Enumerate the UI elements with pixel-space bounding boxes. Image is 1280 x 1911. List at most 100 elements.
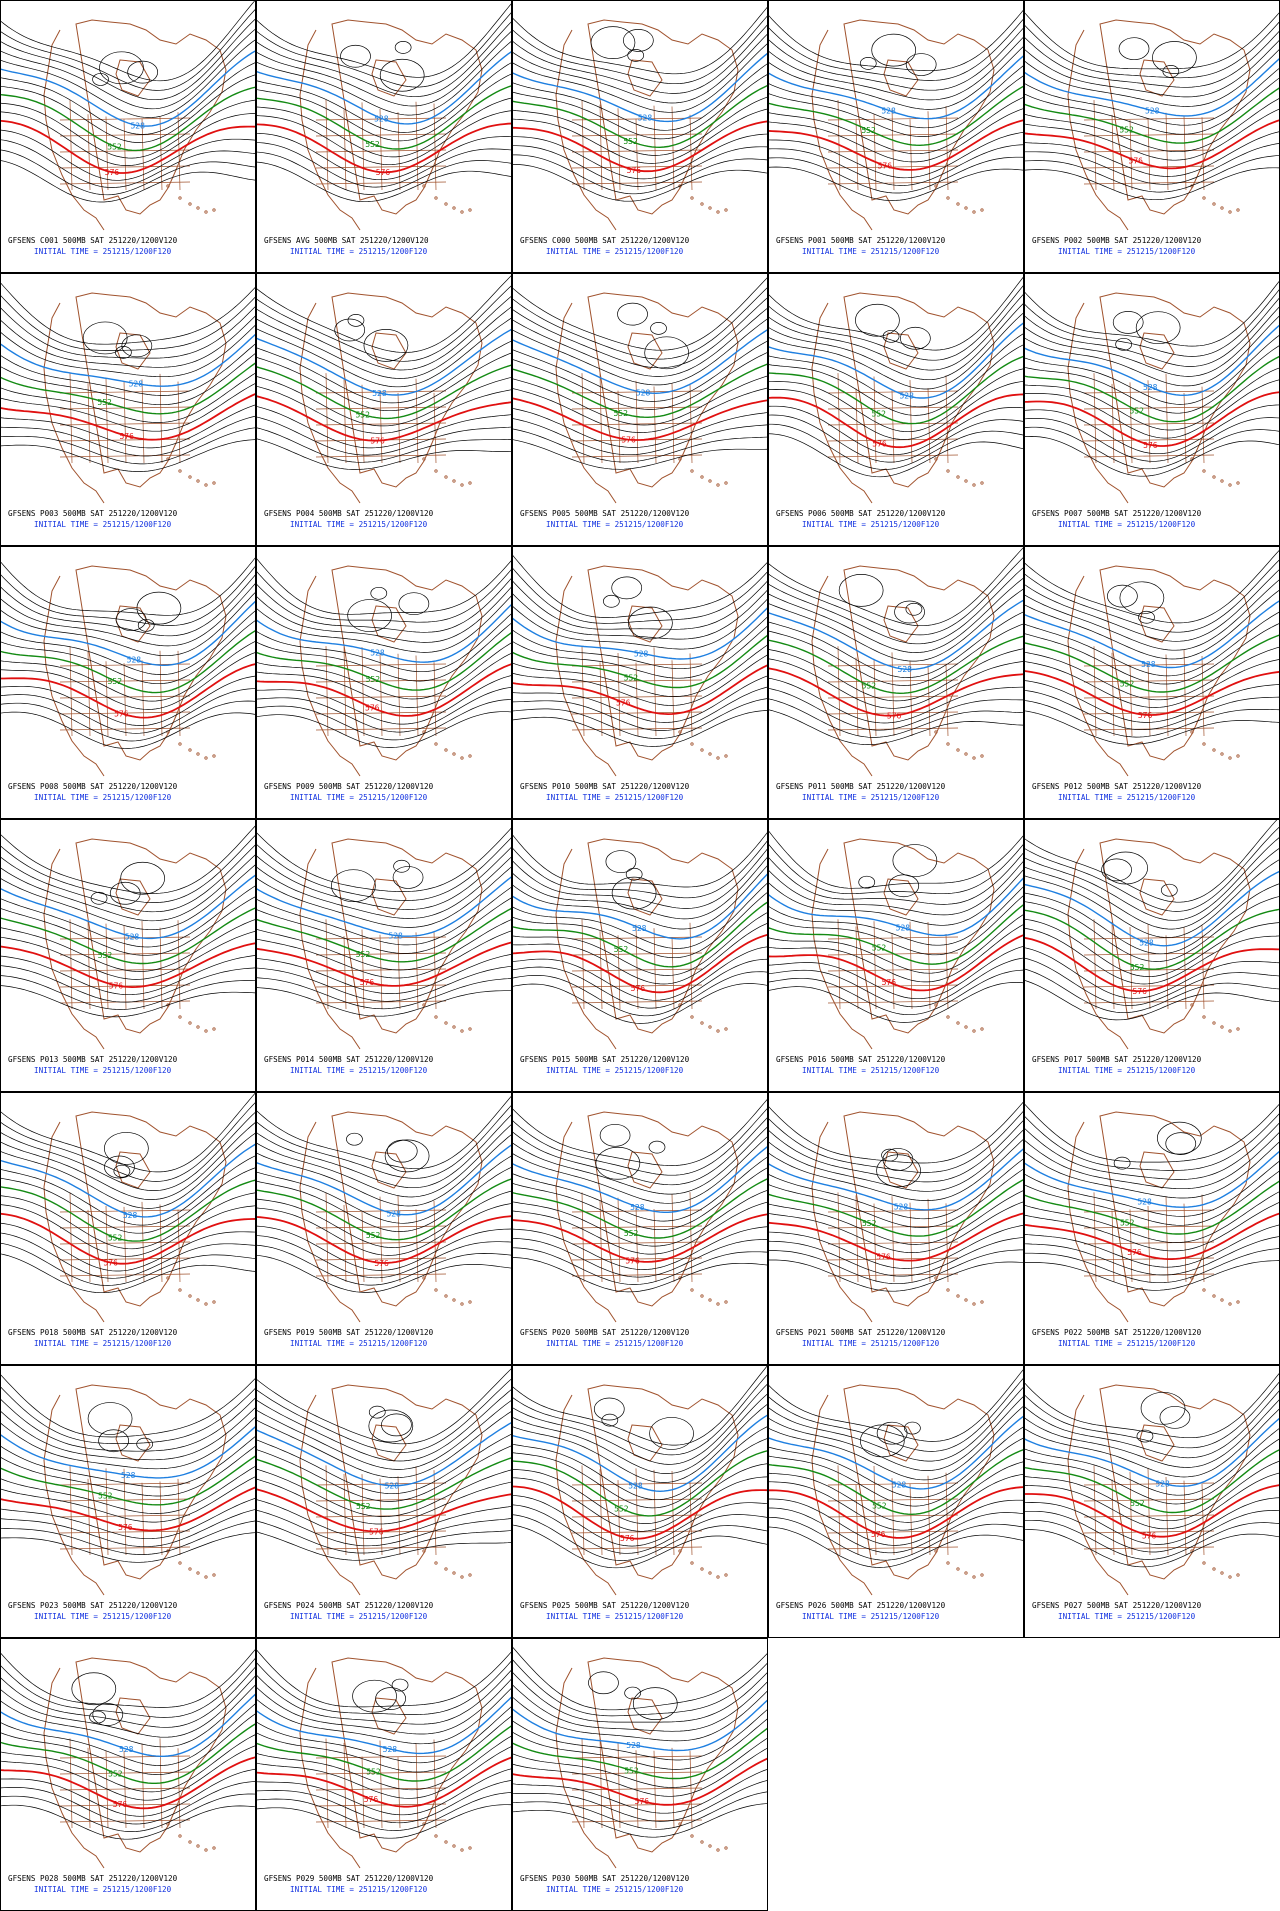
contour-line xyxy=(513,1737,767,1788)
border-line xyxy=(1083,454,1215,458)
border-line xyxy=(571,117,703,121)
island xyxy=(178,1288,182,1292)
island xyxy=(460,483,464,487)
border-line xyxy=(1083,165,1215,169)
island xyxy=(204,1848,208,1852)
contour-low xyxy=(876,1154,921,1188)
contour-low xyxy=(1159,1405,1191,1429)
coastline xyxy=(555,292,739,504)
contour-line xyxy=(257,1768,511,1816)
border-line xyxy=(433,662,437,737)
contour-line xyxy=(257,954,511,994)
island xyxy=(1212,202,1216,206)
contour-line xyxy=(1,825,255,894)
contour-line xyxy=(1025,1390,1279,1459)
contour-line xyxy=(1,86,255,152)
border-line xyxy=(571,1273,703,1277)
panel-title: GFSENS P014 500MB SAT 251220/1200V120 xyxy=(264,1055,434,1064)
island xyxy=(212,1846,216,1850)
border-line xyxy=(837,646,841,737)
contour-line xyxy=(513,428,767,463)
island xyxy=(1202,469,1206,473)
contour-line xyxy=(513,1647,767,1711)
border-line xyxy=(891,390,895,464)
border-line xyxy=(1147,1205,1151,1283)
contour-line xyxy=(769,578,1023,653)
island xyxy=(1220,1571,1224,1575)
island xyxy=(708,206,712,210)
border-line xyxy=(315,1273,447,1277)
border-line xyxy=(671,1471,675,1556)
island xyxy=(1190,1003,1194,1007)
contour-line xyxy=(1025,968,1279,1014)
border-line xyxy=(571,181,703,185)
island xyxy=(434,469,438,473)
contour-label: 576 xyxy=(620,1534,635,1543)
border-line xyxy=(379,390,383,464)
contour-line xyxy=(1,1374,255,1438)
contour-line xyxy=(513,439,767,470)
contour-line xyxy=(257,1679,511,1735)
initial-time: INITIAL TIME = 251215/1200F120 xyxy=(1058,1066,1196,1075)
border-line xyxy=(315,1755,447,1759)
contour-line xyxy=(769,1387,1023,1462)
contour-line xyxy=(1,1486,255,1532)
island xyxy=(1212,475,1216,479)
border-line xyxy=(855,657,859,737)
contour-line xyxy=(769,1426,1023,1498)
border-line xyxy=(1083,727,1215,731)
island xyxy=(678,730,682,734)
island xyxy=(1202,1561,1206,1565)
border-line xyxy=(141,921,145,1010)
contour-line xyxy=(513,892,767,959)
contour-label: 552 xyxy=(613,409,628,418)
island xyxy=(956,1294,960,1298)
contour-label: 576 xyxy=(631,984,646,993)
island xyxy=(422,1276,426,1280)
contour-low xyxy=(611,876,657,910)
contour-low xyxy=(104,1132,149,1165)
island xyxy=(934,730,938,734)
contour-line xyxy=(513,1803,767,1838)
island xyxy=(468,481,472,485)
island xyxy=(178,1015,182,1019)
coastline xyxy=(555,19,739,231)
contour-line xyxy=(769,1473,1023,1531)
island xyxy=(1212,1567,1216,1571)
border-line xyxy=(177,381,181,464)
island xyxy=(1220,206,1224,210)
map: 528 552 576 GFSENS P018 500MB SAT 251220/12… xyxy=(1,1093,255,1348)
contour-line xyxy=(1,985,255,1018)
island xyxy=(178,1834,182,1838)
contour-label: 552 xyxy=(1119,125,1134,134)
island xyxy=(1228,210,1232,214)
contour-line xyxy=(1,1143,255,1218)
contour-line xyxy=(513,154,767,195)
contour-line xyxy=(1,1436,255,1488)
contour-line xyxy=(257,1124,511,1198)
contour-low xyxy=(859,57,877,70)
contour-line xyxy=(513,387,767,433)
contour-line xyxy=(257,3,511,78)
initial-time: INITIAL TIME = 251215/1200F120 xyxy=(802,1612,940,1621)
border-line xyxy=(59,952,191,956)
island xyxy=(678,1549,682,1553)
island xyxy=(444,748,448,752)
contour-line xyxy=(1,942,255,989)
contour-label: 576 xyxy=(625,1256,640,1265)
contour-line xyxy=(769,698,1023,738)
border-line xyxy=(415,1466,419,1556)
contour-label: 528 xyxy=(628,1481,643,1490)
initial-time: INITIAL TIME = 251215/1200F120 xyxy=(290,793,428,802)
contour-line xyxy=(257,364,511,420)
contour-line xyxy=(1025,426,1279,470)
contour-line xyxy=(769,156,1023,194)
contour-line xyxy=(769,433,1023,478)
initial-time: INITIAL TIME = 251215/1200F120 xyxy=(1058,1339,1196,1348)
contour-line xyxy=(1025,1373,1279,1439)
border-line xyxy=(87,1747,91,1829)
border-line xyxy=(891,934,895,1010)
border-line xyxy=(1183,1203,1187,1283)
border-line xyxy=(855,926,859,1010)
